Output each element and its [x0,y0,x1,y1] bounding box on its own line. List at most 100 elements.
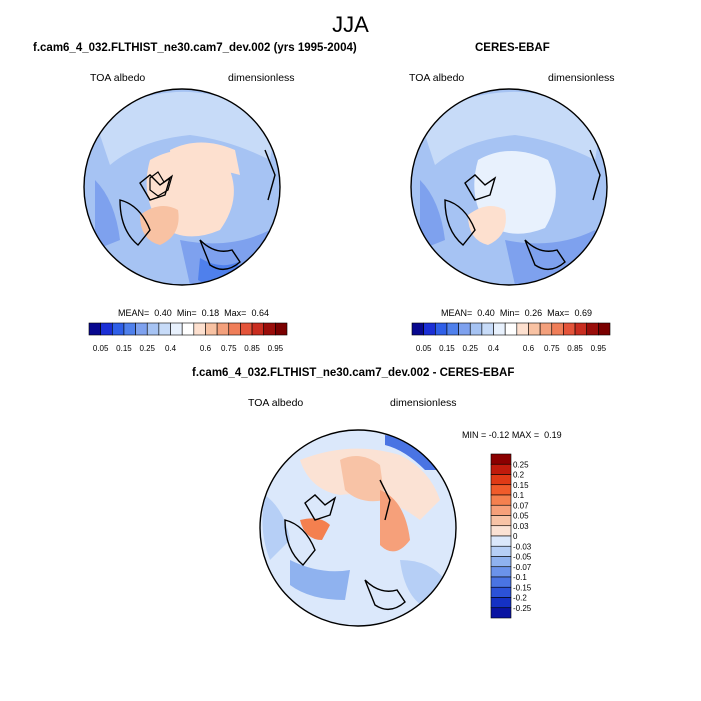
panel1-colorbar-swatch [240,322,253,336]
panel2-colorbar-tick-label: 0.75 [544,344,560,353]
panel2-colorbar-tick-label: 0.95 [591,344,607,353]
panel3-colorbar-tick-label: 0.25 [513,460,529,469]
panel2-colorbar-swatch [574,322,588,336]
panel1-colorbar-swatch [135,322,148,336]
panel2-colorbar-swatch [458,322,471,336]
panel3-colorbar-tick-label: 0.15 [513,481,529,490]
panel3-colorbar-swatch [490,545,512,557]
panel3-stats: MIN = -0.12 MAX = 0.19 [462,430,562,440]
panel1-units: dimensionless [228,72,295,84]
panel3-colorbar-swatch [490,494,512,506]
panel2-colorbar-swatch [539,322,553,336]
panel3-colorbar-tick-label: 0 [513,532,518,541]
panel3-colorbar-swatch [490,597,512,609]
panel3-colorbar-tick-label: -0.15 [513,583,532,592]
panel2-colorbar-tick-label: 0.6 [523,344,535,353]
panel1-colorbar-tick-label: 0.4 [165,344,177,353]
panel3-colorbar-tick-label: -0.07 [513,563,532,572]
panel2-colorbar-swatch [469,322,483,336]
panel3-min-label: MIN = [462,430,487,440]
panel1-colorbar-swatch [123,322,136,336]
panel3-colorbar-tick-label: 0.05 [513,512,529,521]
panel1-colorbar-tick-label: 0.95 [268,344,284,353]
panel2-mean-label: MEAN= [441,308,473,318]
panel1-min: 0.18 [201,308,220,318]
panel1-colorbar-tick-label: 0.6 [200,344,212,353]
panel2-colorbar-tick-label: 0.4 [488,344,500,353]
panel3-colorbar-tick-label: 0.1 [513,491,525,500]
panel1-colorbar-tick-label: 0.05 [93,344,109,353]
panel1-colorbar-swatch [88,322,101,336]
panel2-colorbar-swatch [434,322,448,336]
panel3-colorbar-tick-label: -0.2 [513,594,527,603]
panel2-colorbar-swatch [586,322,599,336]
panel2-max-label: Max= [547,308,570,318]
panel2-colorbar-swatch [504,322,518,336]
panel1-colorbar-swatch [263,322,276,336]
panel2-stats: MEAN= 0.40 Min= 0.26 Max= 0.69 [441,308,592,318]
panel2-colorbar-swatch [551,322,564,336]
panel1-colorbar-swatch [181,322,195,336]
panel2-colorbar-tick-label: 0.15 [439,344,455,353]
panel1-title: f.cam6_4_032.FLTHIST_ne30.cam7_dev.002 (… [33,42,357,54]
panel1-colorbar-swatch [205,322,218,336]
panel2-colorbar-swatch [446,322,459,336]
panel1-colorbar-tick-label: 0.75 [221,344,237,353]
panel2-title: CERES-EBAF [475,42,550,54]
panel3-colorbar-tick-label: -0.25 [513,604,532,613]
panel3-colorbar-swatch [490,566,512,578]
panel2-colorbar-tick-label: 0.85 [567,344,583,353]
panel3-max-label: MAX = [511,430,540,440]
panel3-colorbar-swatch [490,463,512,475]
panel1-colorbar-swatch [228,322,241,336]
panel1-colorbar-tick-label: 0.15 [116,344,132,353]
panel3-colorbar-swatch [490,576,512,588]
panel1-min-label: Min= [176,308,197,318]
figure-title: JJA [332,12,369,37]
panel3-colorbar-swatch [490,525,512,537]
panel2-colorbar-swatch [563,322,576,336]
panel1-colorbar-swatch [158,322,171,336]
panel3-colorbar-swatch [490,515,512,527]
panel1-colorbar-tick-label: 0.25 [139,344,155,353]
panel2-colorbar-swatch [481,322,494,336]
panel2-variable: TOA albedo [409,72,465,84]
panel1-colorbar-swatch [146,322,160,336]
panel3-colorbar-tick-label: -0.05 [513,553,532,562]
panel1-colorbar: 0.05 0.15 0.25 0.4 0.6 0.75 0.85 0.95 [88,322,288,353]
panel3-colorbar-tick-label: -0.03 [513,542,532,551]
panel3-colorbar-tick-label: -0.1 [513,573,527,582]
panel2-min: 0.26 [524,308,543,318]
panel3-colorbar-swatch [490,586,512,598]
panel1-colorbar-swatch [100,322,113,336]
panel2-colorbar-swatch [528,322,541,336]
panel1-colorbar-swatch [193,322,206,336]
panel1-mean-label: MEAN= [118,308,150,318]
panel2-mean: 0.40 [477,308,495,318]
panel2-colorbar-tick-label: 0.05 [416,344,432,353]
panel3-colorbar-swatch [490,535,512,547]
panel2-colorbar-swatch [411,322,424,336]
panel1-max: 0.64 [251,308,269,318]
panel1-colorbar-swatch [111,322,125,336]
panel1-stats: MEAN= 0.40 Min= 0.18 Max= 0.64 [118,308,269,318]
panel3-colorbar: 0.250.20.150.10.070.050.030-0.03-0.05-0.… [490,453,532,619]
panel3-variable: TOA albedo [248,397,304,409]
panel3-colorbar-swatch [490,607,512,619]
panel3-colorbar-tick-label: 0.07 [513,501,529,510]
panel3-min: -0.12 [488,430,510,440]
panel3-max: 0.19 [544,430,562,440]
panel2-colorbar-tick-label: 0.25 [462,344,478,353]
panel2-max: 0.69 [574,308,592,318]
panel3-colorbar-swatch [490,556,512,568]
panel1-colorbar-swatch [216,322,230,336]
panel3-colorbar-swatch [490,484,512,496]
panel2-colorbar-swatch [598,322,611,336]
panel1-colorbar-swatch [170,322,183,336]
panel2-units: dimensionless [548,72,615,84]
panel1-mean: 0.40 [154,308,172,318]
panel2-colorbar-swatch [493,322,506,336]
panel3-colorbar-tick-label: 0.2 [513,471,525,480]
panel3-colorbar-tick-label: 0.03 [513,522,529,531]
